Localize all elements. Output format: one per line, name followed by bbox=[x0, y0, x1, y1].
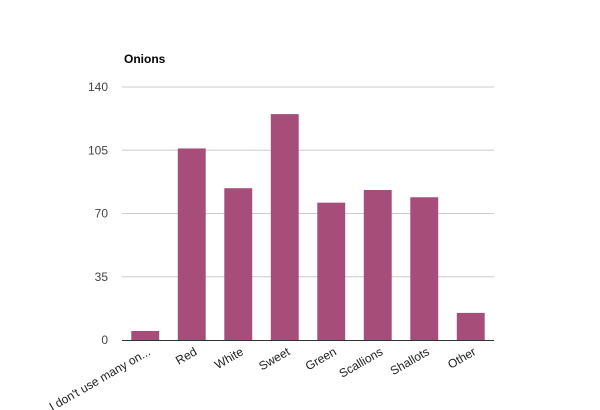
y-tick-label: 140 bbox=[88, 80, 108, 94]
bar bbox=[363, 190, 392, 340]
x-tick-label: Red bbox=[173, 344, 199, 367]
bar bbox=[410, 197, 439, 340]
bar bbox=[224, 188, 253, 340]
x-tick-label: Scallions bbox=[337, 344, 386, 380]
bars bbox=[131, 114, 485, 340]
x-tick-label: Green bbox=[303, 344, 339, 373]
bar bbox=[131, 330, 160, 340]
y-tick-label: 0 bbox=[101, 333, 108, 347]
bar bbox=[456, 312, 485, 340]
y-tick-label: 35 bbox=[95, 270, 109, 284]
x-tick-label: Sweet bbox=[256, 344, 292, 373]
bar bbox=[317, 202, 346, 340]
x-tick-label: Shallots bbox=[388, 344, 432, 377]
x-tick-label: I don't use many on... bbox=[47, 344, 153, 410]
y-tick-label: 70 bbox=[95, 207, 109, 221]
chart-title: Onions bbox=[124, 52, 166, 66]
y-tick-label: 105 bbox=[88, 143, 108, 157]
y-axis-ticks: 0 35 70 105 140 bbox=[88, 80, 108, 347]
bar bbox=[270, 114, 299, 340]
x-tick-label: Other bbox=[445, 344, 478, 371]
x-tick-label: White bbox=[212, 344, 246, 372]
x-axis-labels: I don't use many on... Red White Sweet Green… bbox=[47, 344, 479, 410]
bar bbox=[177, 148, 206, 340]
